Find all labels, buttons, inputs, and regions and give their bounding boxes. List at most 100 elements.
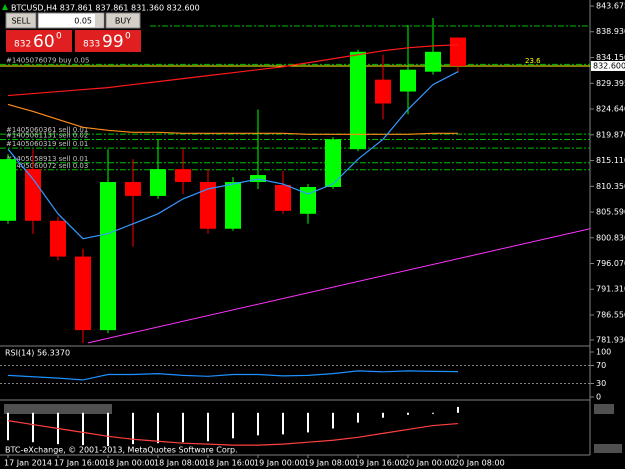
macd-scale [594,444,622,453]
macd-scale [594,404,614,414]
y-tick-label: 824.640 [596,105,625,114]
order-label: #1405058913 sell 0.01 [6,155,88,163]
lot-value: 0.05 [74,17,92,26]
moving-average [7,44,459,97]
candle-body [425,51,441,72]
candle-body [450,37,466,66]
bid-box[interactable] [6,30,72,52]
histogram-bar [457,406,459,413]
histogram-bar [257,412,259,436]
candle-body [375,79,391,104]
last-price-box [591,60,625,71]
lot-spinner[interactable] [95,14,103,27]
y-tick-label: 800.830 [596,233,625,242]
y-tick-label: 0 [596,393,601,402]
x-tick-label: 20 Jan 00:00 [404,459,455,468]
candle-body [50,220,66,257]
candle-body [75,256,91,331]
candle-body [225,182,241,229]
x-tick-label: 20 Jan 08:00 [454,459,505,468]
order-label: #1405060319 sell 0.01 [6,140,88,148]
y-tick-label: 838.930 [596,27,625,36]
candle-body [350,51,366,150]
histogram-bar [307,412,309,433]
x-tick-label: 19 Jan 00:00 [254,459,305,468]
one-click-panel: SELL 0.05 BUY 832 60 0 833 99 0 [5,12,141,52]
ask-main: 99 [102,32,124,52]
histogram-bar [7,412,9,441]
x-tick-label: 18 Jan 16:00 [204,459,255,468]
x-tick-label: 17 Jan 16:00 [54,459,105,468]
candle-body [150,169,166,196]
y-tick-label: 796.070 [596,259,625,268]
order-label: #1405061131 sell 0.02 [6,132,88,140]
moving-average [7,71,459,240]
candle-body [300,186,316,214]
histogram-bar [182,412,184,443]
signal-line [7,420,459,446]
candle-body [25,169,41,221]
y-tick-label: 805.590 [596,208,625,217]
y-tick-label: 786.550 [596,310,625,319]
candle-body [100,182,116,331]
y-tick-label: 791.310 [596,285,625,294]
x-tick-label: 19 Jan 08:00 [304,459,355,468]
histogram-bar [132,412,134,445]
candle-body [0,159,16,221]
y-tick-label: 100 [596,348,611,357]
candle-body [175,169,191,183]
histogram-bar [82,412,84,446]
ask-big: 833 [83,40,100,50]
trendline [87,228,591,344]
y-tick-label: 30 [596,379,606,388]
ask-small: 0 [125,32,131,42]
x-tick-label: 17 Jan 2014 [4,459,52,468]
bid-big: 832 [14,40,31,50]
histogram-bar [382,412,384,418]
y-tick-label: 815.110 [596,156,625,165]
sell-button[interactable] [5,12,37,29]
candle-body [275,184,291,211]
buy-label: BUY [115,17,131,26]
fibo-label: 23.6 [525,57,541,65]
order-label: #1405060072 sell 0.03 [6,162,88,170]
bid-small: 0 [56,32,62,42]
y-tick-label: 843.675 [596,2,625,11]
histogram-bar [107,412,109,447]
candle-body [325,139,341,187]
x-tick-label: 18 Jan 08:00 [154,459,205,468]
macd-caption [4,404,112,414]
sell-label: SELL [11,17,31,26]
histogram-bar [407,412,409,415]
histogram-bar [157,412,159,444]
bid-main: 60 [33,32,55,52]
chart-header: BTCUSD,H4 837.861 837.861 831.360 832.60… [11,4,200,13]
histogram-bar [32,412,34,443]
rsi-line [7,370,459,381]
y-tick-label: 70 [596,361,606,370]
x-tick-label: 18 Jan 00:00 [104,459,155,468]
order-label: #1405076079 buy 0.05 [6,56,89,64]
y-tick-label: 819.870 [596,130,625,139]
moving-average [7,103,458,135]
order-label: #1405060361 sell 0.01 [6,126,88,134]
y-tick-label: 781.930 [596,335,625,344]
histogram-bar [357,412,359,423]
ask-box[interactable] [75,30,141,52]
y-tick-label: 810.350 [596,182,625,191]
histogram-bar [232,412,234,439]
buy-button[interactable] [105,12,141,29]
candle-body [125,182,141,196]
histogram-bar [332,412,334,429]
histogram-bar [432,412,434,414]
last-price-label: 832.600 [593,61,625,70]
histogram-bar [282,412,284,435]
x-tick-label: 19 Jan 16:00 [354,459,405,468]
histogram-bar [207,412,209,442]
lot-input[interactable] [37,12,105,29]
indicator-title: RSI(14) 56.3370 [5,349,70,358]
symbol-icon [2,4,8,10]
